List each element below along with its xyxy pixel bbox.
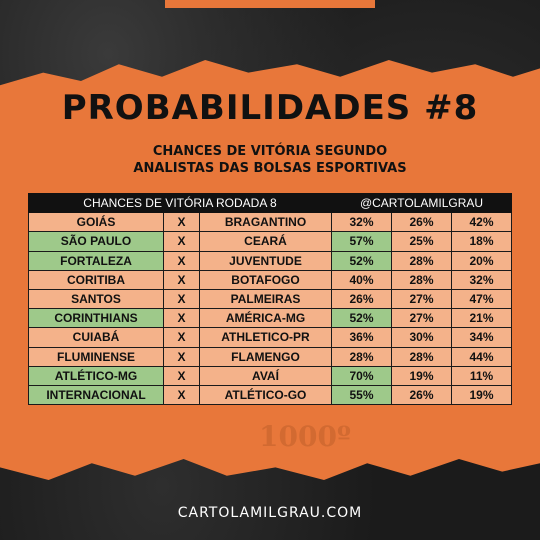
away-team: CEARÁ xyxy=(199,231,332,252)
away-win-pct: 32% xyxy=(451,269,512,290)
versus-separator: X xyxy=(163,384,200,406)
page-subtitle: CHANCES DE VITÓRIA SEGUNDO ANALISTAS DAS… xyxy=(0,143,540,177)
home-team: INTERNACIONAL xyxy=(28,384,164,406)
away-team: ATLÉTICO-GO xyxy=(199,384,332,406)
away-team: AVAÍ xyxy=(199,365,332,386)
home-team: CORITIBA xyxy=(28,269,164,290)
draw-pct: 28% xyxy=(391,269,452,290)
home-team: SÃO PAULO xyxy=(28,231,164,252)
versus-separator: X xyxy=(163,250,200,271)
away-team: BRAGANTINO xyxy=(199,212,332,233)
table-header-row: CHANCES DE VITÓRIA RODADA 8 @CARTOLAMILG… xyxy=(28,192,512,214)
draw-pct: 28% xyxy=(391,346,452,367)
versus-separator: X xyxy=(163,327,200,348)
home-team: GOIÁS xyxy=(28,212,164,233)
away-win-pct: 47% xyxy=(451,288,512,310)
away-team: ATHLETICO-PR xyxy=(199,327,332,348)
table-header-left: CHANCES DE VITÓRIA RODADA 8 xyxy=(28,192,332,214)
probabilities-table: CHANCES DE VITÓRIA RODADA 8 @CARTOLAMILG… xyxy=(28,192,512,406)
away-team: AMÉRICA-MG xyxy=(199,308,332,329)
away-win-pct: 20% xyxy=(451,250,512,271)
home-team: FORTALEZA xyxy=(28,250,164,271)
away-win-pct: 44% xyxy=(451,346,512,367)
subtitle-line-2: ANALISTAS DAS BOLSAS ESPORTIVAS xyxy=(133,161,407,176)
table-row: ATLÉTICO-MG X AVAÍ 70% 19% 11% xyxy=(28,365,512,386)
home-win-pct: 26% xyxy=(331,288,392,310)
top-accent-bar xyxy=(165,0,375,8)
table-body: GOIÁS X BRAGANTINO 32% 26% 42% SÃO PAULO X CEARÁ… xyxy=(28,212,512,406)
home-win-pct: 52% xyxy=(331,308,392,329)
home-win-pct: 57% xyxy=(331,231,392,252)
home-win-pct: 40% xyxy=(331,269,392,290)
draw-pct: 26% xyxy=(391,212,452,233)
home-team: CORINTHIANS xyxy=(28,308,164,329)
table-header-right: @CARTOLAMILGRAU xyxy=(331,192,512,214)
home-win-pct: 52% xyxy=(331,250,392,271)
versus-separator: X xyxy=(163,288,200,310)
table-row: INTERNACIONAL X ATLÉTICO-GO 55% 26% 19% xyxy=(28,384,512,406)
versus-separator: X xyxy=(163,269,200,290)
home-team: CUIABÁ xyxy=(28,327,164,348)
table-row: FLUMINENSE X FLAMENGO 28% 28% 44% xyxy=(28,346,512,367)
away-win-pct: 18% xyxy=(451,231,512,252)
away-win-pct: 21% xyxy=(451,308,512,329)
home-win-pct: 28% xyxy=(331,346,392,367)
home-win-pct: 55% xyxy=(331,384,392,406)
away-win-pct: 19% xyxy=(451,384,512,406)
table-row: FORTALEZA X JUVENTUDE 52% 28% 20% xyxy=(28,250,512,271)
away-team: FLAMENGO xyxy=(199,346,332,367)
versus-separator: X xyxy=(163,212,200,233)
subtitle-line-1: CHANCES DE VITÓRIA SEGUNDO xyxy=(152,144,388,159)
table-row: SÃO PAULO X CEARÁ 57% 25% 18% xyxy=(28,231,512,252)
home-win-pct: 70% xyxy=(331,365,392,386)
table-row: CUIABÁ X ATHLETICO-PR 36% 30% 34% xyxy=(28,327,512,348)
home-team: FLUMINENSE xyxy=(28,346,164,367)
draw-pct: 27% xyxy=(391,288,452,310)
table-row: CORITIBA X BOTAFOGO 40% 28% 32% xyxy=(28,269,512,290)
table-row: SANTOS X PALMEIRAS 26% 27% 47% xyxy=(28,288,512,310)
table-row: GOIÁS X BRAGANTINO 32% 26% 42% xyxy=(28,212,512,233)
away-win-pct: 34% xyxy=(451,327,512,348)
away-team: BOTAFOGO xyxy=(199,269,332,290)
versus-separator: X xyxy=(163,231,200,252)
draw-pct: 28% xyxy=(391,250,452,271)
versus-separator: X xyxy=(163,346,200,367)
draw-pct: 27% xyxy=(391,308,452,329)
away-team: PALMEIRAS xyxy=(199,288,332,310)
draw-pct: 30% xyxy=(391,327,452,348)
home-team: SANTOS xyxy=(28,288,164,310)
watermark-logo: 1000º xyxy=(259,420,351,453)
away-team: JUVENTUDE xyxy=(199,250,332,271)
home-team: ATLÉTICO-MG xyxy=(28,365,164,386)
footer-url: CARTOLAMILGRAU.COM xyxy=(177,505,363,521)
versus-separator: X xyxy=(163,365,200,386)
draw-pct: 26% xyxy=(391,384,452,406)
draw-pct: 25% xyxy=(391,231,452,252)
away-win-pct: 11% xyxy=(451,365,512,386)
home-win-pct: 36% xyxy=(331,327,392,348)
table-row: CORINTHIANS X AMÉRICA-MG 52% 27% 21% xyxy=(28,308,512,329)
away-win-pct: 42% xyxy=(451,212,512,233)
home-win-pct: 32% xyxy=(331,212,392,233)
draw-pct: 19% xyxy=(391,365,452,386)
versus-separator: X xyxy=(163,308,200,329)
page-title: PROBABILIDADES #8 xyxy=(61,88,479,128)
